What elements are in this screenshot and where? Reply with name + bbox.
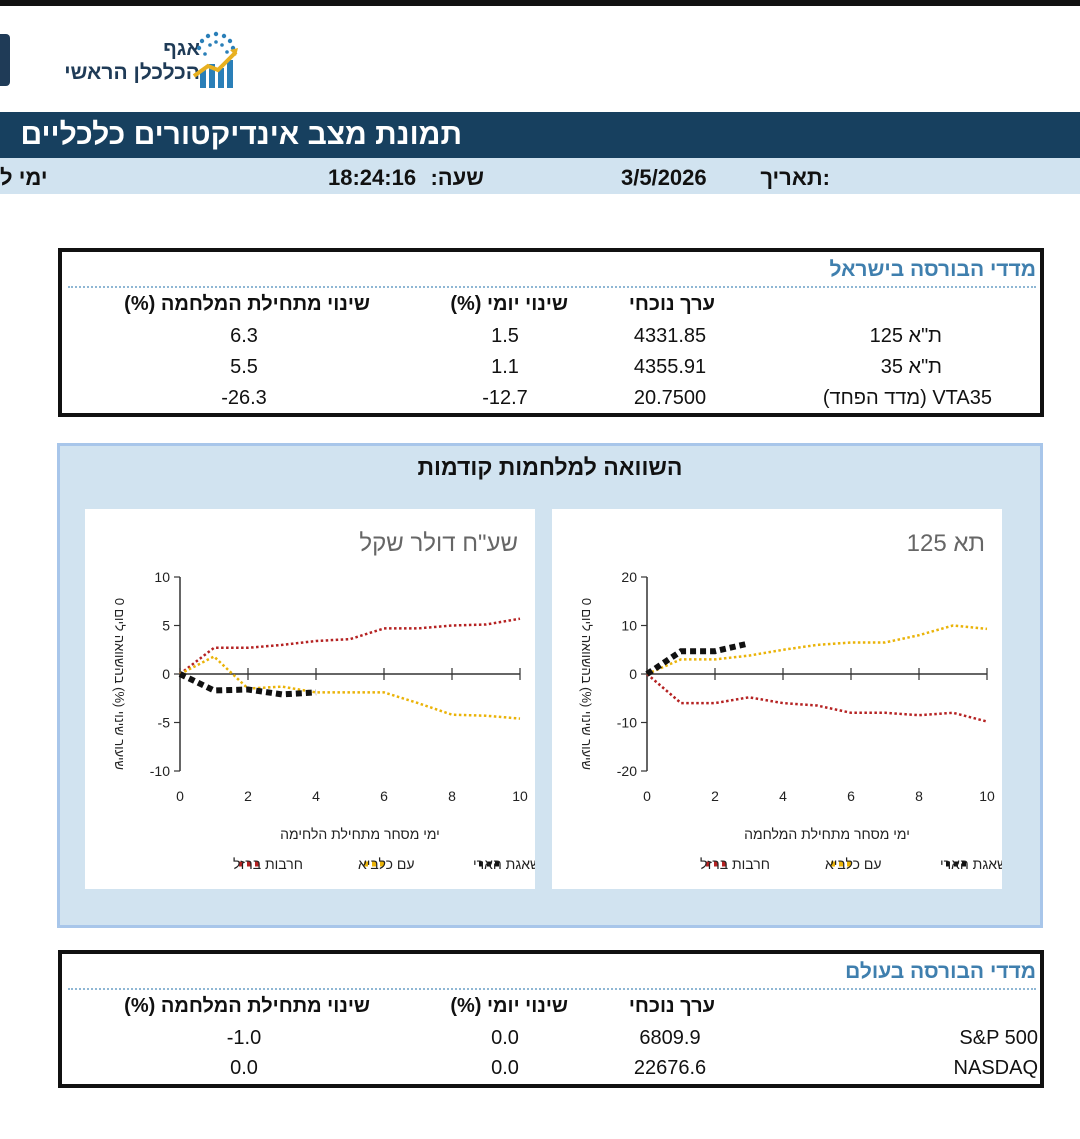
row-daily: 1.5 [491, 325, 519, 347]
chart-title: תא 125 [907, 530, 985, 557]
x-tick-label: 10 [979, 788, 995, 804]
y-axis-label: שיעור שינוי (%) בהשוואה ליום 0 [579, 598, 594, 770]
x-tick-label: 6 [847, 788, 855, 804]
legend-label: שאגת הארי [473, 856, 535, 872]
legend-label: שאגת הארי [940, 856, 1002, 872]
org-name-line2: הכלכלן הראשי [64, 61, 200, 84]
row-since-war: 6.3 [230, 325, 258, 347]
row-name: S&P 500 [959, 1027, 1038, 1049]
cut-label: ימי ל [0, 165, 48, 190]
col-header-daily-change: שינוי יומי (%) [450, 995, 568, 1017]
page-title: תמונת מצב אינדיקטורים כלכליים [20, 118, 462, 151]
x-tick-label: 4 [779, 788, 787, 804]
series-line [645, 640, 750, 677]
row-since-war: -1.0 [226, 1027, 262, 1049]
y-tick-label: 10 [154, 569, 170, 585]
title-bar: תמונת מצב אינדיקטורים כלכליים [0, 112, 1080, 158]
x-tick-label: 6 [380, 788, 388, 804]
row-value: 22676.6 [633, 1057, 707, 1079]
israel-indices-panel: מדדי הבורסה בישראל ערך נוכחי שינוי יומי … [58, 248, 1044, 417]
legend-label: עם כלביא [358, 856, 415, 872]
x-axis-label: ימי מסחר מתחילת המלחמה [744, 826, 910, 842]
wars-comparison-section: השוואה למלחמות קודמות תא 125 -20 -10 0 10 20 0… [57, 443, 1043, 928]
y-tick-label: -10 [617, 715, 637, 731]
col-header-since-war-change: שינוי מתחילת המלחמה (%) [124, 293, 370, 315]
info-bar: תאריך: 3/5/2026 שעה: 18:24:16 ימי ל [0, 158, 1080, 194]
org-name: אגף הכלכלן הראשי [60, 38, 200, 86]
col-header-current-value: ערך נוכחי [628, 995, 715, 1017]
row-daily: -12.7 [482, 387, 528, 409]
date-value: 3/5/2026 [621, 165, 707, 190]
row-name: NASDAQ [953, 1057, 1038, 1079]
x-tick-label: 0 [643, 788, 651, 804]
x-tick-label: 2 [711, 788, 719, 804]
row-since-war: 0.0 [230, 1057, 258, 1079]
y-axis-label: שיעור שינוי (%) בהשוואה ליום 0 [112, 598, 127, 770]
usd-ils-chart-card: שע"ח דולר שקל -10 -5 0 5 10 0 2 4 6 8 10 ימי מסחר מת… [85, 509, 535, 889]
legend-label: חרבות ברזל [233, 856, 303, 872]
y-tick-label: -10 [150, 763, 170, 779]
col-header-daily-change: שינוי יומי (%) [450, 293, 568, 315]
x-tick-label: 8 [448, 788, 456, 804]
x-tick-label: 8 [915, 788, 923, 804]
row-name: ת"א 125 [869, 325, 942, 347]
row-value: 6809.9 [639, 1027, 701, 1049]
series-line [178, 671, 317, 698]
y-tick-label: 0 [162, 666, 170, 682]
row-value: 4331.85 [633, 325, 707, 347]
date-label: תאריך: [760, 165, 830, 190]
col-header-current-value: ערך נוכחי [628, 293, 715, 315]
divider [68, 286, 1036, 288]
legend-label: עם כלביא [825, 856, 882, 872]
divider [68, 988, 1036, 990]
state-emblem [0, 34, 10, 86]
row-since-war: -26.3 [221, 387, 267, 409]
top-rule [0, 0, 1080, 6]
x-tick-label: 2 [244, 788, 252, 804]
world-indices-title: מדדי הבורסה בעולם [845, 960, 1036, 983]
growth-chart-icon [192, 31, 238, 88]
row-since-war: 5.5 [230, 356, 258, 378]
x-tick-label: 4 [312, 788, 320, 804]
chart-title: שע"ח דולר שקל [359, 530, 518, 557]
series-line [646, 673, 988, 723]
x-tick-label: 0 [176, 788, 184, 804]
israel-indices-title: מדדי הבורסה בישראל [829, 258, 1037, 281]
row-name: ת"א 35 [880, 356, 942, 378]
row-daily: 0.0 [491, 1057, 519, 1079]
comparison-title: השוואה למלחמות קודמות [417, 454, 683, 480]
row-daily: 1.1 [491, 356, 519, 378]
col-header-since-war-change: שינוי מתחילת המלחמה (%) [124, 995, 370, 1017]
x-tick-label: 10 [512, 788, 528, 804]
ta125-chart-card: תא 125 -20 -10 0 10 20 0 2 4 6 8 10 ימי מסחר מתחילת … [552, 509, 1002, 889]
row-name: VTA35 (מדד הפחד) [822, 387, 992, 409]
legend-label: חרבות ברזל [700, 856, 770, 872]
usd-ils-chart: שע"ח דולר שקל -10 -5 0 5 10 0 2 4 6 8 10 ימי מסחר מת… [112, 530, 535, 872]
time-value: 18:24:16 [328, 165, 417, 190]
y-tick-label: 5 [162, 618, 170, 634]
y-tick-label: -20 [617, 763, 637, 779]
y-tick-label: 20 [621, 569, 637, 585]
org-name-line1: אגף [163, 38, 200, 60]
time-label: שעה: [430, 165, 484, 190]
y-tick-label: 10 [621, 618, 637, 634]
x-axis-label: ימי מסחר מתחילת הלחימה [280, 826, 440, 842]
row-value: 20.7500 [633, 387, 707, 409]
org-logo: אגף הכלכלן הראשי [40, 28, 250, 98]
ta125-chart: תא 125 -20 -10 0 10 20 0 2 4 6 8 10 ימי מסחר מתחילת … [579, 530, 1002, 872]
row-value: 4355.91 [633, 356, 707, 378]
y-tick-label: 0 [629, 666, 637, 682]
row-daily: 0.0 [491, 1027, 519, 1049]
series-line [179, 617, 521, 675]
y-tick-label: -5 [158, 715, 171, 731]
series-line [646, 624, 988, 676]
world-indices-panel: מדדי הבורסה בעולם ערך נוכחי שינוי יומי (… [58, 950, 1044, 1088]
